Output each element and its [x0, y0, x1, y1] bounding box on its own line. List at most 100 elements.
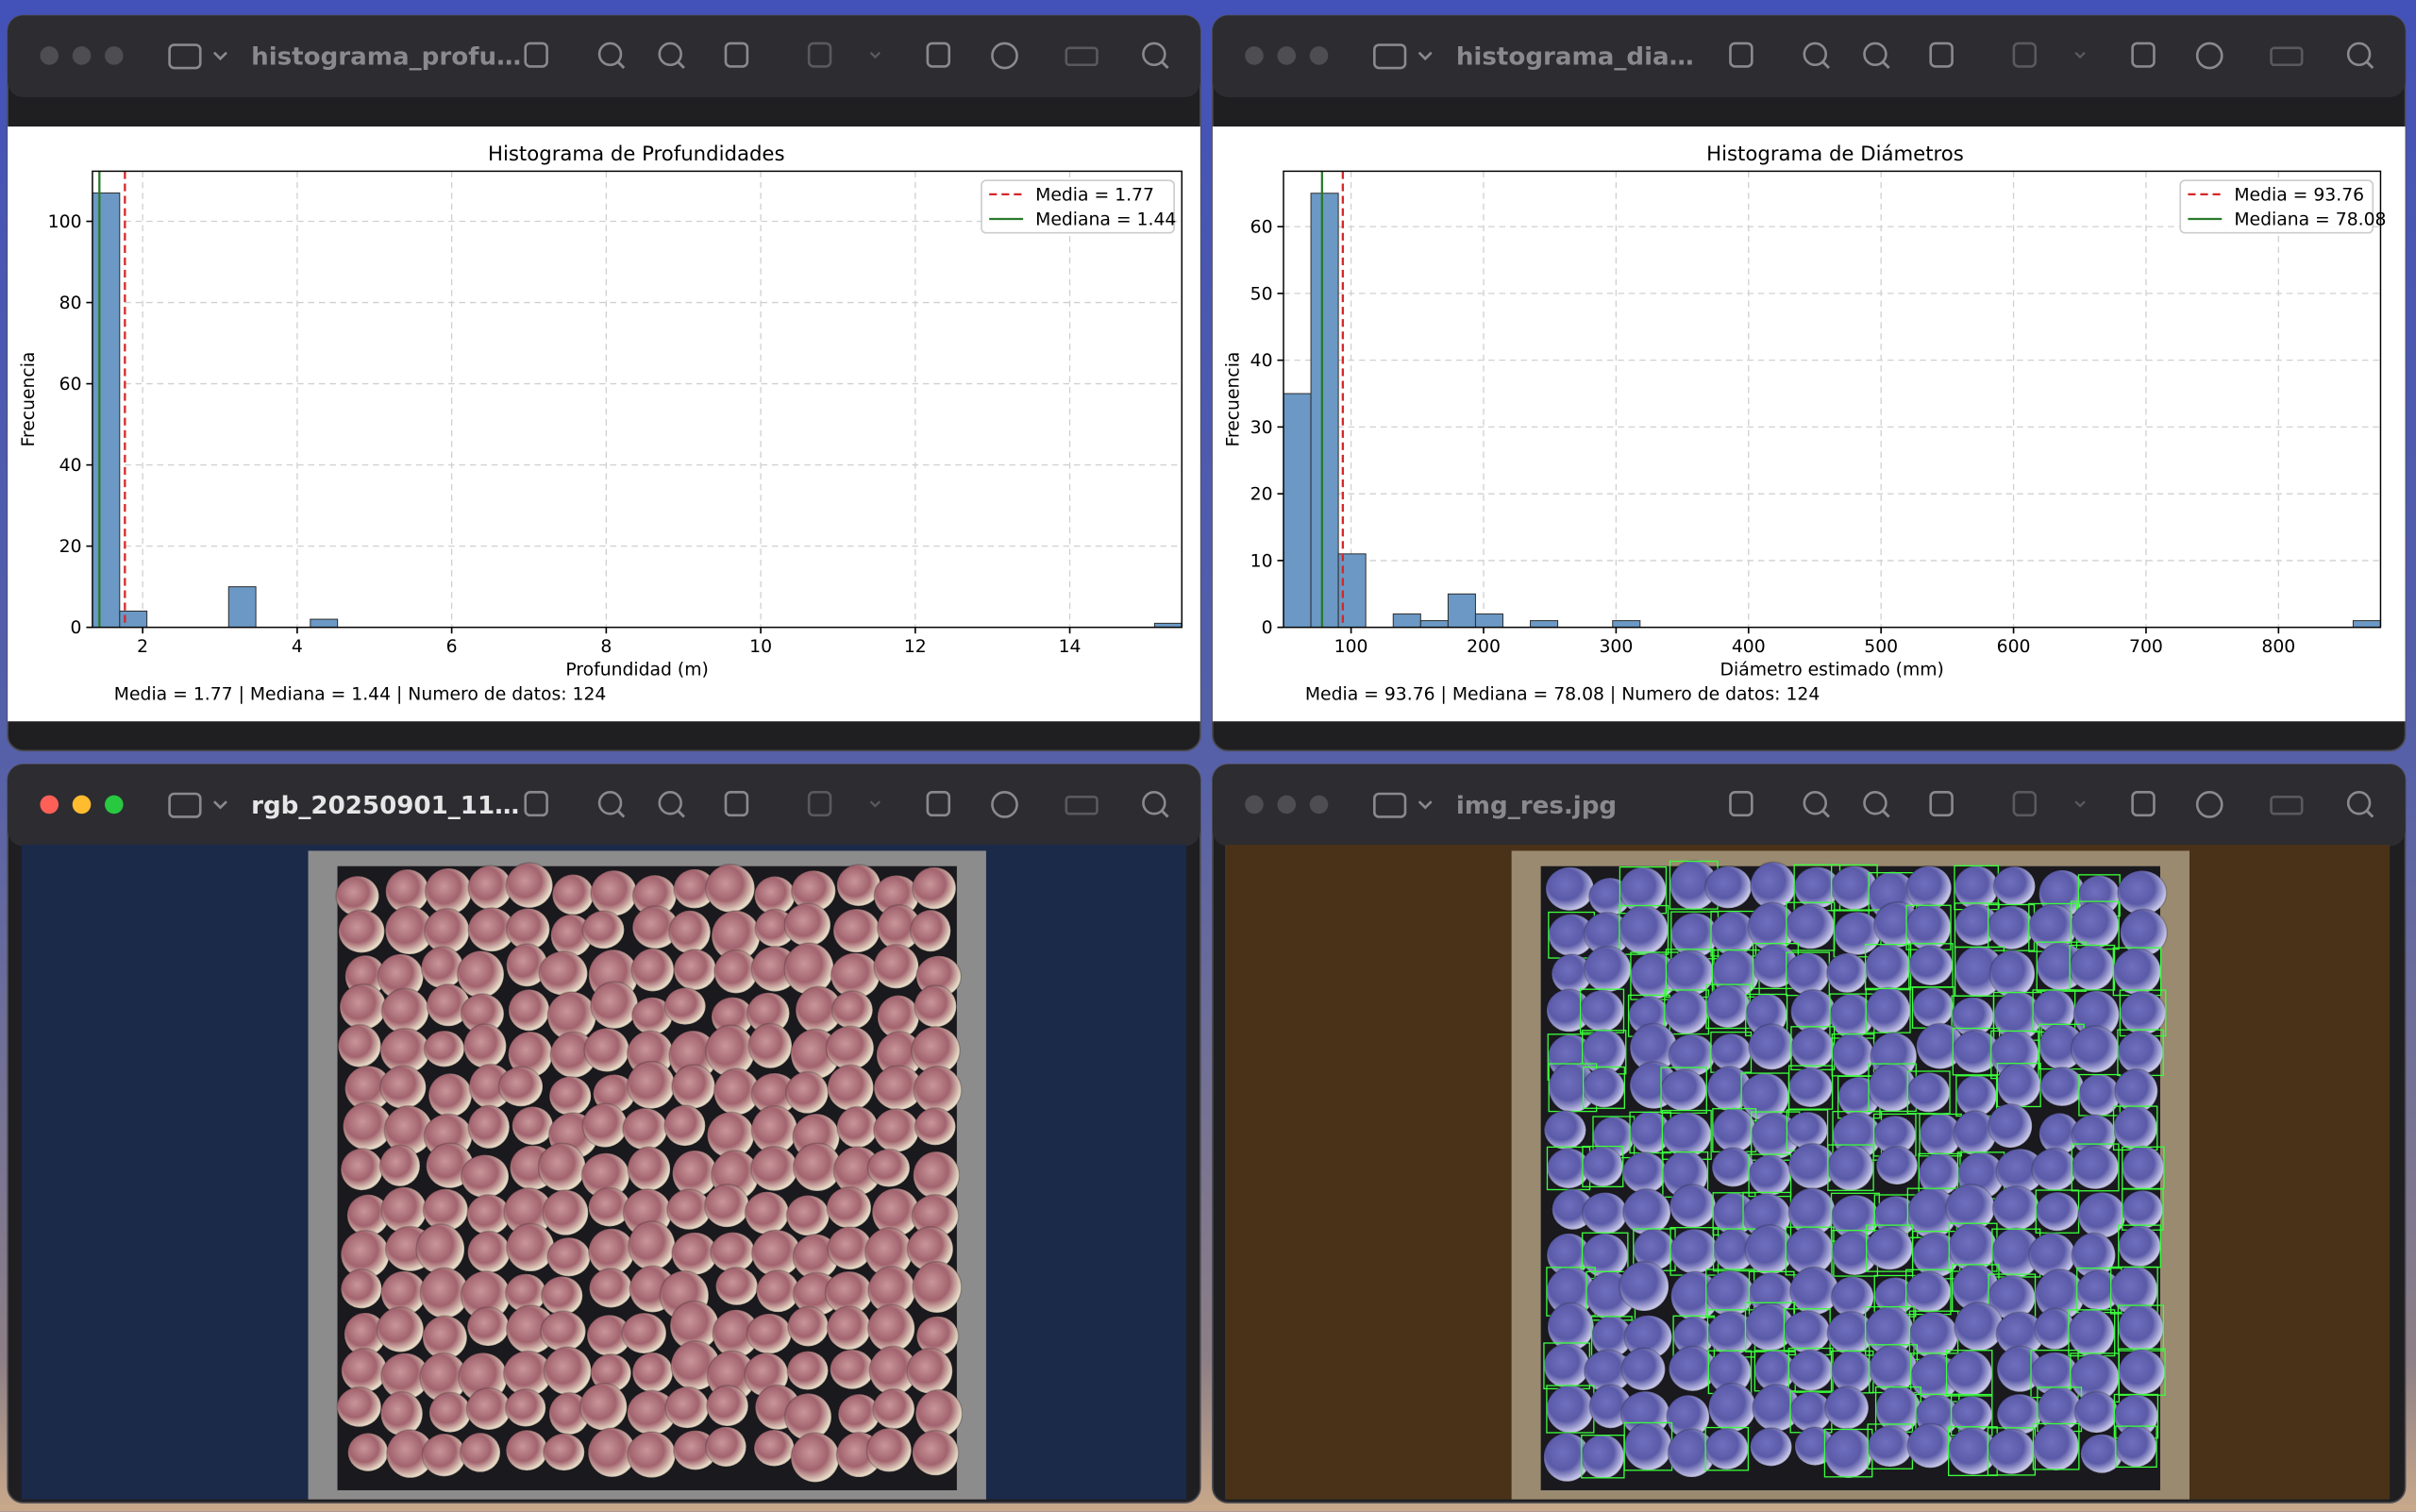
- toolbar-icon: [1821, 809, 1830, 818]
- fruit: [785, 1194, 830, 1237]
- fruit: [1621, 1151, 1668, 1195]
- toolbar-icon[interactable]: [1065, 46, 1099, 67]
- toolbar-icon[interactable]: [2012, 791, 2038, 817]
- y-axis-label: Frecuencia: [1224, 352, 1244, 447]
- toolbar-icon: [677, 809, 685, 818]
- fruit: [1545, 866, 1595, 912]
- toolbar-icon[interactable]: [2195, 791, 2223, 818]
- toolbar-icon[interactable]: [1929, 791, 1954, 817]
- toolbar-icon[interactable]: [724, 42, 749, 68]
- sidebar-button[interactable]: [1373, 43, 1407, 70]
- fruit: [2039, 1066, 2085, 1107]
- fruit: [865, 1427, 913, 1473]
- traffic-light[interactable]: [72, 795, 92, 815]
- fruit: [627, 1146, 671, 1192]
- toolbar-icon[interactable]: [597, 42, 623, 67]
- traffic-light[interactable]: [40, 46, 59, 65]
- fruit: [1787, 1067, 1834, 1108]
- toolbar-icon[interactable]: [991, 791, 1018, 818]
- toolbar-icon[interactable]: [658, 791, 682, 815]
- plot-frame: [92, 170, 1183, 629]
- fruit: [873, 943, 920, 990]
- traffic-light[interactable]: [1277, 46, 1297, 65]
- fruit: [466, 1230, 512, 1274]
- fruit: [1831, 1033, 1875, 1078]
- toolbar-icon[interactable]: [1863, 42, 1888, 67]
- toolbar-icon[interactable]: [2012, 42, 2038, 68]
- toolbar-icon[interactable]: [2346, 791, 2372, 815]
- sidebar-button[interactable]: [1373, 792, 1407, 818]
- fruit: [1996, 1062, 2041, 1108]
- toolbar-icon[interactable]: [2346, 42, 2372, 67]
- toolbar-icon[interactable]: [2131, 42, 2156, 68]
- fruit: [914, 1107, 957, 1147]
- fruit: [872, 1387, 915, 1430]
- toolbar-icon[interactable]: [1142, 791, 1166, 815]
- x-tick-label: 600: [1997, 637, 2031, 657]
- bar: [1474, 613, 1503, 629]
- toolbar-icon[interactable]: [2195, 42, 2223, 70]
- sidebar-button[interactable]: [168, 43, 202, 70]
- fruit: [2070, 901, 2120, 949]
- toolbar-icon[interactable]: [1729, 42, 1753, 68]
- toolbar-icon[interactable]: [807, 791, 832, 817]
- fruit: [505, 1222, 555, 1272]
- toolbar-icon[interactable]: [1803, 42, 1827, 67]
- toolbar-icon[interactable]: [2270, 46, 2304, 67]
- fruit: [747, 1022, 793, 1069]
- toolbar-icon: [1882, 60, 1890, 70]
- fruit: [829, 1349, 875, 1390]
- toolbar-icon[interactable]: [724, 791, 749, 817]
- fruit: [460, 1153, 510, 1199]
- fruit: [339, 983, 387, 1031]
- traffic-light[interactable]: [40, 795, 59, 815]
- fruit: [705, 1426, 747, 1468]
- fruit: [621, 1312, 667, 1354]
- toolbar-icon[interactable]: [926, 791, 951, 817]
- toolbar-icon[interactable]: [1863, 791, 1888, 815]
- traffic-light[interactable]: [1309, 795, 1329, 815]
- fruit: [706, 1385, 749, 1427]
- traffic-light[interactable]: [1277, 795, 1297, 815]
- toolbar-icon[interactable]: [1142, 42, 1166, 67]
- fruit: [906, 1347, 954, 1395]
- y-tick-label: 30: [1250, 418, 1273, 438]
- traffic-light[interactable]: [72, 46, 92, 65]
- toolbar-icon[interactable]: [597, 791, 623, 815]
- traffic-light[interactable]: [1245, 46, 1264, 65]
- toolbar-icon[interactable]: [2270, 795, 2304, 815]
- detection-box: [2118, 1348, 2166, 1396]
- toolbar-icon[interactable]: [1729, 791, 1753, 817]
- detection-box: [1619, 904, 1669, 955]
- x-tick-label: 300: [1599, 637, 1633, 657]
- traffic-light[interactable]: [105, 795, 124, 815]
- traffic-light[interactable]: [1309, 46, 1329, 65]
- fruit: [2070, 1025, 2120, 1074]
- bar: [119, 610, 148, 629]
- toolbar-icon[interactable]: [524, 42, 548, 68]
- fruit: [912, 1151, 961, 1200]
- fruit: [912, 1429, 960, 1476]
- toolbar-icon[interactable]: [1065, 795, 1099, 815]
- toolbar-icon[interactable]: [991, 42, 1018, 70]
- fruit: [590, 981, 639, 1030]
- sidebar-button[interactable]: [168, 792, 202, 818]
- traffic-light[interactable]: [105, 46, 124, 65]
- bar: [1310, 193, 1339, 629]
- fruit: [913, 1065, 963, 1115]
- toolbar-icon[interactable]: [1803, 791, 1827, 815]
- fruit: [340, 1148, 384, 1191]
- toolbar-icon[interactable]: [2131, 791, 2156, 817]
- toolbar-icon[interactable]: [524, 791, 548, 817]
- fruit: [511, 1105, 554, 1146]
- traffic-light[interactable]: [1245, 795, 1264, 815]
- toolbar-icon: [1160, 809, 1169, 818]
- toolbar-icon[interactable]: [658, 42, 682, 67]
- fruit: [714, 1266, 759, 1306]
- fruit: [379, 1390, 424, 1436]
- toolbar-icon[interactable]: [1929, 42, 1954, 68]
- title-bar: [1212, 15, 2406, 98]
- toolbar-icon[interactable]: [807, 42, 832, 68]
- toolbar-icon[interactable]: [926, 42, 951, 68]
- fruit: [459, 1432, 501, 1473]
